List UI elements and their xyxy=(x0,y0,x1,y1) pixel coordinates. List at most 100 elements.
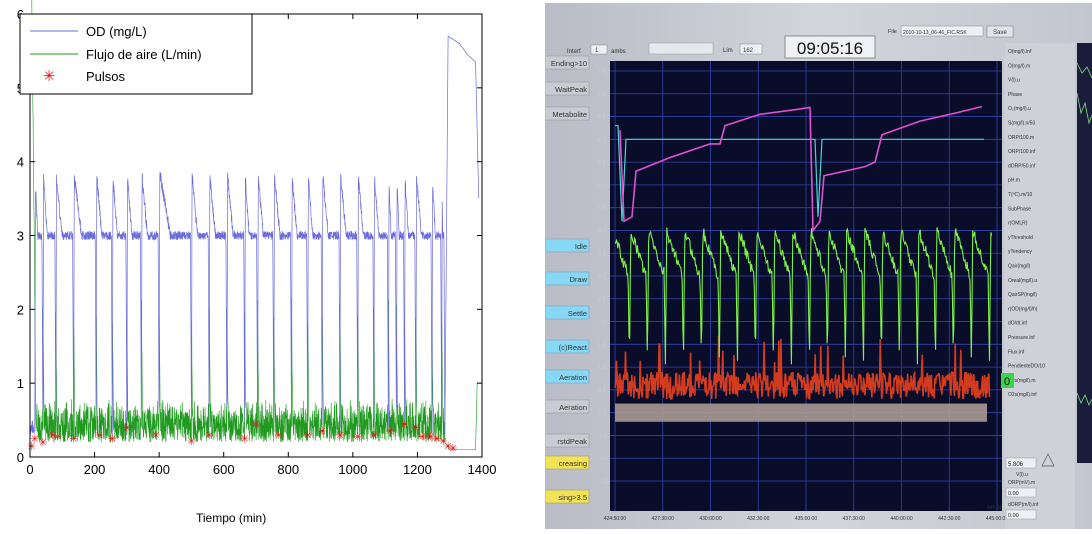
indicator-value: 0 xyxy=(1004,376,1010,388)
y-tick-label: 0 xyxy=(17,450,24,465)
state-button[interactable] xyxy=(545,55,590,70)
svg-text:445.58: 445.58 xyxy=(987,505,1003,511)
svg-text:1: 1 xyxy=(595,48,599,54)
od-series-line xyxy=(29,35,480,435)
pulse-marker: ✳ xyxy=(122,422,131,434)
x-tick-label: 400 xyxy=(148,462,170,477)
svg-text:ORP(mV).m: ORP(mV).m xyxy=(1008,480,1035,486)
variable-label: O2s(mg/l).inf xyxy=(1008,392,1037,398)
lim-label: Lim xyxy=(723,48,733,54)
y-tick-label: 7.5 xyxy=(598,69,606,75)
y-tick-label: -1.5 xyxy=(598,479,607,485)
legend-od-label: OD (mg/L) xyxy=(86,24,147,39)
state-button-label: rstdPeak xyxy=(557,437,587,446)
chart-legend: OD (mg/L) Flujo de aire (L/min) ✳ Pulsos xyxy=(19,13,253,95)
left-chart-figure: ✳ ✳ ✳ ✳ ✳ ✳ ✳ ✳ ✳ ✳ ✳ ✳ ✳ ✳ ✳ ✳ ✳ ✳ ✳ ✳ ✳ ✳ ✳ ✳ ✳ ✳ ✳ ✳ ✳ 0 200 400 600… xyxy=(0,0,530,529)
state-button[interactable] xyxy=(545,489,590,504)
state-button[interactable] xyxy=(545,106,590,121)
variable-list: O(mg/l).inf O(mg/l).m V(l).u Phase O₂(mg/l).… xyxy=(1008,49,1045,398)
variable-label: Phase xyxy=(1008,92,1022,98)
scada-top-bar: Interf 1 ambs Lim 162 09:05:16 File 2010… xyxy=(567,25,1014,59)
x-tick-label: 424:50:00 xyxy=(604,516,626,522)
state-button-label: Settle xyxy=(568,309,587,318)
pulse-marker: ✳ xyxy=(108,434,117,446)
indicator-box xyxy=(1001,373,1014,388)
y-tick-label: 3.5 xyxy=(598,251,606,257)
x-tick-label: 800 xyxy=(277,462,299,477)
variable-label: S(mg/l).n/50 xyxy=(1008,121,1035,127)
pulse-marker: ✳ xyxy=(30,434,39,446)
y-tick-label: 6.0 xyxy=(598,137,606,143)
state-button[interactable] xyxy=(545,305,590,320)
variable-label: dO/dt.inf xyxy=(1008,321,1028,327)
x-tick-label: 430:00:00 xyxy=(699,516,721,522)
state-button[interactable] xyxy=(545,238,590,253)
clock-text: 09:05:16 xyxy=(797,39,863,58)
pulse-marker: ✳ xyxy=(318,426,327,438)
pulse-marker: ✳ xyxy=(432,434,441,446)
gray-band-trace xyxy=(615,403,987,422)
x-tick-label: 427:30:00 xyxy=(652,516,674,522)
save-button[interactable] xyxy=(986,25,1014,38)
variable-label: ORP/100.inf xyxy=(1008,149,1036,155)
field-2[interactable] xyxy=(1005,487,1037,498)
x-tick-label: 600 xyxy=(213,462,235,477)
airflow-series-line xyxy=(31,0,482,450)
pulse-marker: ✳ xyxy=(400,419,409,431)
scada-screen-photo: Interf 1 ambs Lim 162 09:05:16 File 2010… xyxy=(545,3,1092,529)
state-button[interactable] xyxy=(545,433,590,448)
lim-field[interactable] xyxy=(739,43,763,55)
x-tick-label: 200 xyxy=(84,462,106,477)
y-tick-label: 4.5 xyxy=(598,206,606,212)
y-tick-label: -1.0 xyxy=(598,456,607,462)
pulse-marker: ✳ xyxy=(27,441,36,453)
svg-text:dORP(m/l).inf: dORP(m/l).inf xyxy=(1008,502,1039,508)
y-tick-label: 0.0 xyxy=(598,411,606,417)
variable-list-panel xyxy=(1005,43,1075,529)
state-button[interactable] xyxy=(545,369,590,384)
y-tick-label: 1.5 xyxy=(598,342,606,348)
legend-airflow-label: Flujo de aire (L/min) xyxy=(86,47,202,62)
y-tick-label: 6.5 xyxy=(598,115,606,121)
field-3[interactable] xyxy=(1005,509,1037,520)
state-button-label: (c)React xyxy=(559,343,588,352)
variable-label: ORP/100.m xyxy=(1008,135,1034,141)
state-buttons: Ending>10 WaitPeak Metabolite Idle Draw Settl… xyxy=(545,55,590,504)
state-button[interactable] xyxy=(545,455,590,470)
variable-label: SubPhase xyxy=(1008,206,1031,212)
variable-label: Pressure.inf xyxy=(1008,335,1035,341)
y-tick-label: 2 xyxy=(17,302,24,317)
svg-text:0.00: 0.00 xyxy=(1008,491,1019,497)
x-tick-label: 435:00:00 xyxy=(795,516,817,522)
state-button-label: Metabolite xyxy=(552,110,587,119)
file-label: File xyxy=(888,29,897,35)
field-1[interactable] xyxy=(1005,457,1037,469)
variable-label: yThreshold xyxy=(1008,235,1033,241)
blank-field[interactable] xyxy=(648,42,714,55)
file-field[interactable] xyxy=(900,25,984,37)
state-button-label: WaitPeak xyxy=(555,85,587,94)
interf-field[interactable] xyxy=(590,44,608,55)
y-tick-label: 2.5 xyxy=(598,297,606,303)
variable-label: Oreal(mg/l).u xyxy=(1008,278,1037,284)
y-tick-label: -0.5 xyxy=(598,433,607,439)
pulse-marker: ✳ xyxy=(187,436,196,448)
x-tick-label: 1000 xyxy=(338,462,367,477)
state-button[interactable] xyxy=(545,399,590,414)
x-tick-label: 0 xyxy=(26,462,33,477)
state-button-label: Aeration xyxy=(559,403,587,412)
x-tick-label: 432:30:00 xyxy=(747,516,769,522)
pulse-marker: ✳ xyxy=(48,430,57,442)
pulse-marker: ✳ xyxy=(251,419,260,431)
state-button[interactable] xyxy=(545,339,590,354)
pulse-marker: ✳ xyxy=(411,422,420,434)
state-button[interactable] xyxy=(545,81,590,96)
variable-label: V(l).u xyxy=(1008,78,1020,84)
pulse-marker: ✳ xyxy=(69,434,78,446)
variable-label: O₂(mg/l).u xyxy=(1008,106,1031,112)
x-tick-label: 437:30:00 xyxy=(843,516,865,522)
state-button[interactable] xyxy=(545,271,590,286)
pulse-marker: ✳ xyxy=(385,426,394,438)
state-button-label: Idle xyxy=(575,242,587,251)
state-button-label: Ending>10 xyxy=(551,59,587,68)
